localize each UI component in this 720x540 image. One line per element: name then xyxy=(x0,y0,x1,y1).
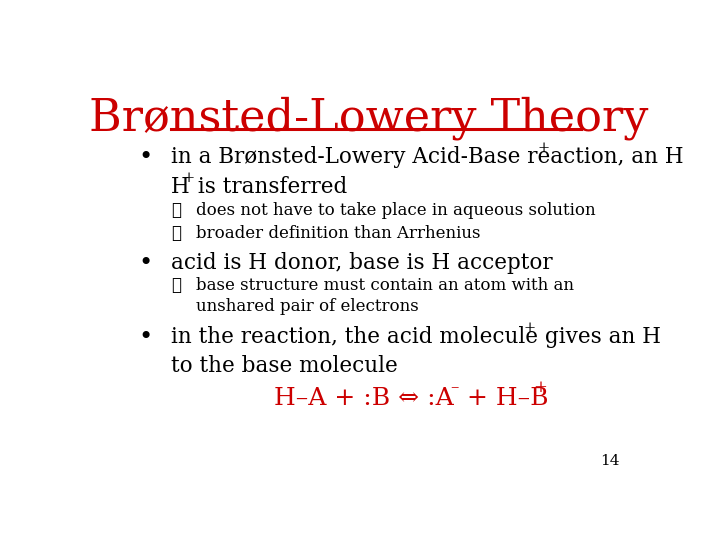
Text: ✓: ✓ xyxy=(171,202,181,219)
Text: broader definition than Arrhenius: broader definition than Arrhenius xyxy=(196,225,480,242)
Text: in a Brønsted-Lowery Acid-Base reaction, an H: in a Brønsted-Lowery Acid-Base reaction,… xyxy=(171,146,683,168)
Text: to the base molecule: to the base molecule xyxy=(171,355,397,377)
Text: +: + xyxy=(523,321,535,334)
Text: •: • xyxy=(139,252,153,275)
Text: does not have to take place in aqueous solution: does not have to take place in aqueous s… xyxy=(196,202,595,219)
Text: •: • xyxy=(139,146,153,169)
Text: •: • xyxy=(139,326,153,348)
Text: is transferred: is transferred xyxy=(191,176,347,198)
Text: +: + xyxy=(538,141,549,155)
Text: H: H xyxy=(171,176,189,198)
Text: unshared pair of electrons: unshared pair of electrons xyxy=(196,299,419,315)
Text: 14: 14 xyxy=(600,454,620,468)
Text: + H–B: + H–B xyxy=(459,387,549,410)
Text: Brønsted-Lowery Theory: Brønsted-Lowery Theory xyxy=(89,96,649,140)
Text: ✓: ✓ xyxy=(171,225,181,242)
Text: acid is H donor, base is H acceptor: acid is H donor, base is H acceptor xyxy=(171,252,552,274)
Text: –: – xyxy=(451,379,459,396)
Text: ✓: ✓ xyxy=(171,277,181,294)
Text: +: + xyxy=(533,379,547,396)
Text: in the reaction, the acid molecule gives an H: in the reaction, the acid molecule gives… xyxy=(171,326,661,348)
Text: base structure must contain an atom with an: base structure must contain an atom with… xyxy=(196,277,574,294)
Text: H–A + :B ⇔ :A: H–A + :B ⇔ :A xyxy=(274,387,454,410)
Text: +: + xyxy=(183,171,194,185)
